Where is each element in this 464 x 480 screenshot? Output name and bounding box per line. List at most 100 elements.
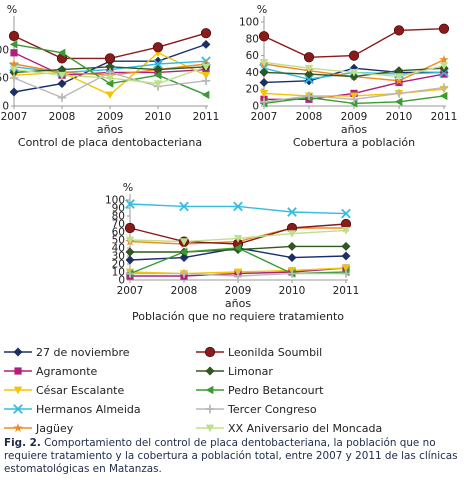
- x-tick-label: 2008: [49, 111, 76, 123]
- point-leonilda-soumbil: [152, 42, 164, 53]
- legend-marker-leonilda-soumbil: [204, 346, 216, 358]
- figure-caption: Fig. 2. Comportamiento del control de pl…: [4, 437, 460, 476]
- point-limonar: [341, 241, 351, 251]
- y-tick-label: 10: [112, 267, 125, 279]
- legend-marker-xx-aniversario-del-moncada: [205, 424, 215, 433]
- y-axis-label: %: [257, 3, 267, 16]
- point-agramonte: [10, 49, 18, 57]
- point-hermanos-almeida: [179, 201, 189, 212]
- y-tick-label: 30: [112, 251, 125, 263]
- x-tick-label: 2007: [251, 111, 278, 123]
- point-xx-aniversario-del-moncada: [341, 227, 351, 235]
- point-limonar: [287, 241, 297, 251]
- point-27-de-noviembre: [341, 251, 351, 261]
- point-27-de-noviembre: [57, 79, 67, 89]
- point-xx-aniversario-del-moncada: [287, 230, 297, 238]
- x-tick-label: 2007: [117, 285, 144, 297]
- x-tick-label: 2011: [193, 111, 220, 123]
- point-tercer-congreso: [125, 269, 135, 278]
- point-27-de-noviembre: [287, 253, 297, 263]
- point-pedro-betancourt: [394, 97, 403, 106]
- point-27-de-noviembre: [259, 77, 269, 87]
- y-tick-label: 80: [246, 33, 259, 45]
- point-pedro-betancourt: [153, 71, 162, 80]
- x-axis-label: años: [341, 123, 367, 136]
- point-tercer-congreso: [287, 269, 297, 278]
- legend-label-agramonte: Agramonte: [36, 365, 98, 378]
- point-xx-aniversario-del-moncada: [439, 62, 449, 70]
- point-hermanos-almeida: [125, 199, 135, 209]
- legend-marker-limonar: [205, 366, 215, 376]
- x-tick-label: 2008: [171, 285, 198, 297]
- point-hermanos-almeida: [304, 74, 314, 84]
- point-tercer-congreso: [349, 95, 359, 104]
- point-xx-aniversario-del-moncada: [153, 80, 163, 88]
- x-axis-label: años: [225, 297, 251, 310]
- point-xx-aniversario-del-moncada: [349, 69, 359, 77]
- point-27-de-noviembre: [304, 76, 314, 86]
- legend-label-leonilda-soumbil: Leonilda Soumbil: [228, 346, 322, 359]
- point-limonar: [125, 247, 135, 257]
- point-agramonte: [440, 70, 448, 78]
- point-leonilda-soumbil: [348, 50, 360, 61]
- point-xx-aniversario-del-moncada: [179, 238, 189, 246]
- point-cesar-escalante: [259, 90, 269, 98]
- point-cesar-escalante: [105, 91, 115, 99]
- x-tick-label: 2010: [386, 111, 413, 123]
- point-tercer-congreso: [179, 269, 189, 278]
- legend-marker-cesar-escalante: [13, 386, 23, 395]
- point-xx-aniversario-del-moncada: [105, 74, 115, 83]
- point-xx-aniversario-del-moncada: [201, 63, 211, 71]
- point-pedro-betancourt: [201, 90, 210, 99]
- point-hermanos-almeida: [287, 207, 297, 217]
- y-tick-label: 100: [0, 45, 9, 57]
- point-pedro-betancourt: [105, 79, 114, 88]
- legend-label-limonar: Limonar: [228, 365, 273, 378]
- legend-label-cesar-escalante: César Escalante: [36, 384, 124, 397]
- legend: 27 de noviembre Leonilda Soumbil Agramonte…: [4, 346, 382, 435]
- point-xx-aniversario-del-moncada: [233, 235, 243, 243]
- point-pedro-betancourt: [179, 247, 188, 257]
- point-leonilda-soumbil: [438, 23, 450, 34]
- y-tick-label: 60: [112, 227, 125, 239]
- y-tick-label: 40: [246, 67, 259, 79]
- point-pedro-betancourt: [439, 91, 448, 101]
- point-hermanos-almeida: [153, 59, 163, 69]
- x-tick-label: 2009: [225, 285, 252, 297]
- point-pedro-betancourt: [233, 243, 242, 253]
- point-tercer-congreso: [201, 76, 211, 85]
- y-tick-label: 50: [112, 235, 125, 247]
- point-cesar-escalante: [201, 71, 211, 80]
- point-tercer-congreso: [233, 271, 243, 281]
- point-leonilda-soumbil: [124, 222, 136, 234]
- y-tick-label: 60: [246, 50, 259, 62]
- point-cesar-escalante: [341, 264, 351, 273]
- point-leonilda-soumbil: [200, 28, 212, 39]
- y-tick-label: 80: [112, 211, 125, 223]
- point-27-de-noviembre: [201, 39, 211, 49]
- point-27-de-noviembre: [9, 87, 19, 97]
- legend-marker-27-de-noviembre: [13, 347, 23, 357]
- point-tercer-congreso: [57, 93, 67, 102]
- point-xx-aniversario-del-moncada: [57, 71, 67, 80]
- point-pedro-betancourt: [9, 40, 18, 49]
- legend-marker-agramonte: [14, 367, 22, 375]
- point-limonar: [349, 72, 359, 82]
- point-hermanos-almeida: [233, 201, 243, 212]
- y-axis-label: %: [7, 3, 17, 16]
- point-leonilda-soumbil: [303, 52, 315, 63]
- y-axis-label: %: [123, 181, 133, 194]
- point-tercer-congreso: [9, 73, 19, 83]
- point-limonar: [304, 69, 314, 79]
- point-limonar: [259, 67, 269, 77]
- point-hermanos-almeida: [341, 208, 351, 219]
- y-tick-label: 20: [112, 259, 125, 271]
- point-jaguey: [9, 59, 19, 69]
- chart-title: Población que no requiere tratamiento: [132, 310, 344, 323]
- legend-label-jaguey: Jagüey: [35, 422, 74, 435]
- x-tick-label: 2009: [341, 111, 368, 123]
- legend-label-pedro-betancourt: Pedro Betancourt: [228, 384, 324, 397]
- point-tercer-congreso: [304, 91, 314, 101]
- point-27-de-noviembre: [125, 255, 135, 265]
